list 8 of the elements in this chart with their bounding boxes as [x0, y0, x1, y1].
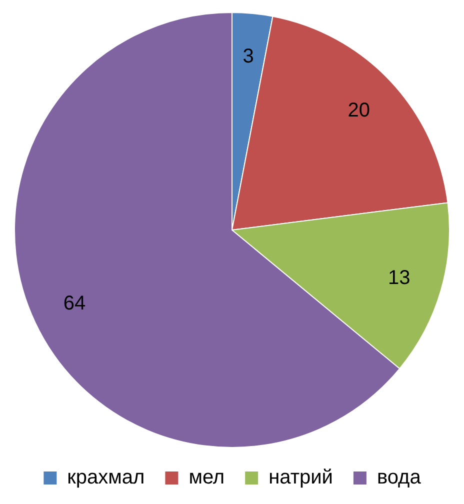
legend-label: натрий: [268, 466, 333, 489]
data-label: 64: [63, 292, 86, 315]
data-label: 3: [242, 45, 254, 68]
data-label: 20: [348, 99, 370, 122]
data-label: 13: [388, 267, 410, 290]
legend-label: вода: [376, 466, 422, 489]
legend-label: крахмал: [67, 466, 145, 489]
legend-label: мел: [188, 466, 225, 489]
